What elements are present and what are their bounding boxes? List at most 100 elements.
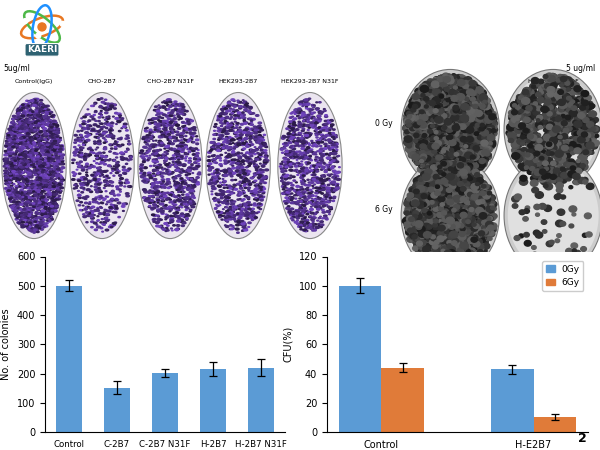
- Circle shape: [512, 107, 517, 112]
- Circle shape: [419, 186, 423, 189]
- Circle shape: [422, 252, 428, 257]
- Circle shape: [17, 169, 20, 171]
- Circle shape: [542, 150, 545, 153]
- Circle shape: [245, 207, 249, 209]
- Circle shape: [13, 131, 16, 133]
- Circle shape: [589, 138, 596, 144]
- Circle shape: [449, 252, 453, 256]
- Circle shape: [157, 173, 160, 174]
- Circle shape: [176, 131, 179, 133]
- Circle shape: [470, 127, 477, 133]
- Circle shape: [423, 147, 431, 153]
- Circle shape: [308, 201, 310, 202]
- Circle shape: [245, 157, 248, 158]
- Circle shape: [466, 174, 471, 178]
- Circle shape: [521, 130, 527, 135]
- Circle shape: [528, 125, 532, 128]
- Circle shape: [175, 166, 178, 167]
- Circle shape: [317, 226, 320, 228]
- Circle shape: [57, 159, 58, 160]
- Circle shape: [262, 177, 265, 179]
- Circle shape: [88, 114, 90, 115]
- Circle shape: [444, 250, 452, 257]
- Circle shape: [175, 150, 178, 152]
- Circle shape: [549, 127, 553, 130]
- Circle shape: [208, 183, 212, 184]
- Circle shape: [254, 165, 257, 167]
- Circle shape: [101, 135, 104, 136]
- Circle shape: [454, 144, 461, 150]
- Circle shape: [94, 172, 95, 173]
- Circle shape: [51, 121, 54, 122]
- Circle shape: [283, 189, 285, 190]
- Circle shape: [84, 208, 88, 210]
- Circle shape: [43, 201, 46, 202]
- Circle shape: [260, 198, 262, 199]
- Circle shape: [433, 171, 437, 174]
- Circle shape: [451, 176, 459, 182]
- Circle shape: [248, 118, 250, 120]
- Circle shape: [192, 150, 194, 151]
- Circle shape: [20, 186, 24, 188]
- Circle shape: [335, 135, 337, 136]
- Circle shape: [188, 202, 190, 204]
- Circle shape: [227, 124, 231, 126]
- Circle shape: [452, 208, 456, 212]
- Circle shape: [467, 229, 473, 234]
- Circle shape: [303, 174, 305, 176]
- Circle shape: [475, 251, 482, 257]
- Circle shape: [185, 218, 188, 219]
- Circle shape: [121, 119, 123, 121]
- Circle shape: [422, 142, 427, 147]
- Circle shape: [80, 184, 84, 186]
- Circle shape: [25, 151, 26, 152]
- Circle shape: [416, 193, 424, 199]
- Circle shape: [439, 92, 444, 96]
- Circle shape: [451, 261, 455, 265]
- Circle shape: [437, 109, 443, 114]
- Circle shape: [290, 175, 292, 176]
- Circle shape: [434, 154, 438, 157]
- Bar: [104, 387, 130, 432]
- Circle shape: [216, 157, 220, 158]
- Circle shape: [145, 138, 148, 140]
- Circle shape: [94, 174, 97, 176]
- Circle shape: [437, 259, 442, 263]
- Circle shape: [551, 117, 558, 124]
- Circle shape: [437, 158, 442, 162]
- Circle shape: [315, 145, 319, 147]
- Circle shape: [462, 111, 466, 114]
- Circle shape: [56, 175, 59, 177]
- Circle shape: [458, 91, 464, 96]
- Circle shape: [72, 159, 75, 161]
- Circle shape: [460, 178, 466, 183]
- Circle shape: [460, 170, 464, 174]
- Circle shape: [459, 88, 467, 94]
- Circle shape: [332, 129, 335, 130]
- Circle shape: [110, 130, 113, 131]
- Circle shape: [410, 128, 419, 135]
- Circle shape: [440, 135, 448, 141]
- Circle shape: [430, 249, 437, 256]
- Circle shape: [247, 110, 250, 112]
- Circle shape: [38, 217, 40, 218]
- Circle shape: [428, 191, 434, 195]
- Circle shape: [433, 89, 440, 96]
- Circle shape: [336, 188, 338, 189]
- Circle shape: [295, 202, 298, 203]
- Circle shape: [175, 214, 176, 215]
- Circle shape: [321, 128, 323, 129]
- Circle shape: [228, 101, 230, 102]
- Circle shape: [34, 185, 36, 186]
- Circle shape: [463, 137, 468, 140]
- Circle shape: [161, 172, 164, 174]
- Circle shape: [439, 241, 443, 245]
- Circle shape: [28, 140, 31, 142]
- Circle shape: [574, 148, 581, 153]
- Circle shape: [461, 246, 466, 250]
- Circle shape: [454, 114, 461, 119]
- Circle shape: [32, 192, 34, 193]
- Circle shape: [418, 237, 422, 240]
- Circle shape: [443, 171, 449, 176]
- Circle shape: [458, 164, 464, 170]
